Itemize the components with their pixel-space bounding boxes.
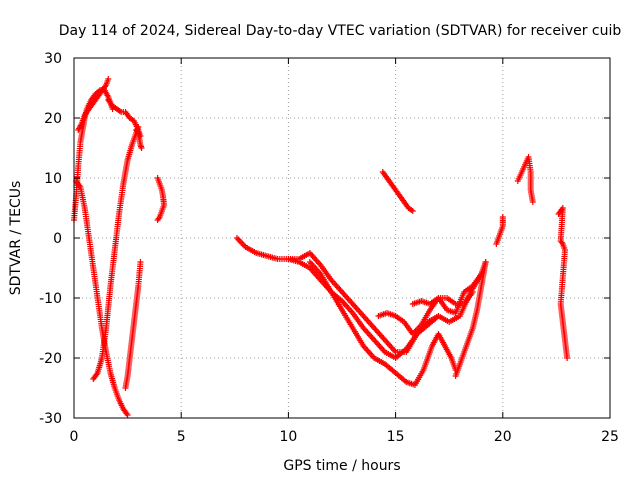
grid-lines [74,58,610,418]
series-arc-5 [379,169,416,214]
data-point [138,145,145,151]
series-arc-6 [493,214,506,247]
series-arc-1-rise [71,86,116,223]
data-point [154,217,161,223]
y-tick-label: 20 [44,111,62,127]
data-point [105,76,112,82]
data-points [71,76,571,418]
series-arc-1-inner [75,76,112,133]
y-tick-label: -30 [39,411,62,427]
data-point [564,355,571,361]
y-axis-label: SDTVAR / TECUs [8,181,24,296]
data-point [469,289,476,295]
x-tick-label: 10 [279,429,297,445]
data-point [137,259,144,265]
series-arc-3 [154,175,168,223]
series-arc-4-right [375,259,489,337]
x-tick-label: 15 [387,429,405,445]
series-arc-2-tail [122,259,144,391]
data-point [482,259,489,265]
y-tick-label: 0 [53,231,62,247]
data-point [499,214,506,220]
y-tick-label: 30 [44,51,62,67]
series-arc-4-main [233,235,459,388]
series-arc-4-v [452,259,489,379]
x-axis-label: GPS time / hours [283,458,400,474]
y-tick-label: -20 [39,351,62,367]
x-tick-label: 5 [177,429,186,445]
x-tick-label: 20 [494,429,512,445]
series-arc-8 [555,205,571,361]
y-tick-label: -10 [39,291,62,307]
axis-ticks: 0 5 10 15 20 25 -30 -20 -10 0 10 20 30 [39,51,619,445]
chart-title: Day 114 of 2024, Sidereal Day-to-day VTE… [59,23,622,39]
series-arc-2-rise [90,124,142,382]
x-tick-label: 25 [601,429,619,445]
series-arc-4-shelf [409,289,476,307]
data-point [529,199,536,205]
y-tick-label: 10 [44,171,62,187]
x-tick-label: 0 [70,429,79,445]
series-arc-1-fall [73,178,131,418]
data-point [409,208,416,214]
data-point [124,412,131,418]
series-arc-7 [514,154,536,205]
series-arc-1-end [133,127,145,151]
